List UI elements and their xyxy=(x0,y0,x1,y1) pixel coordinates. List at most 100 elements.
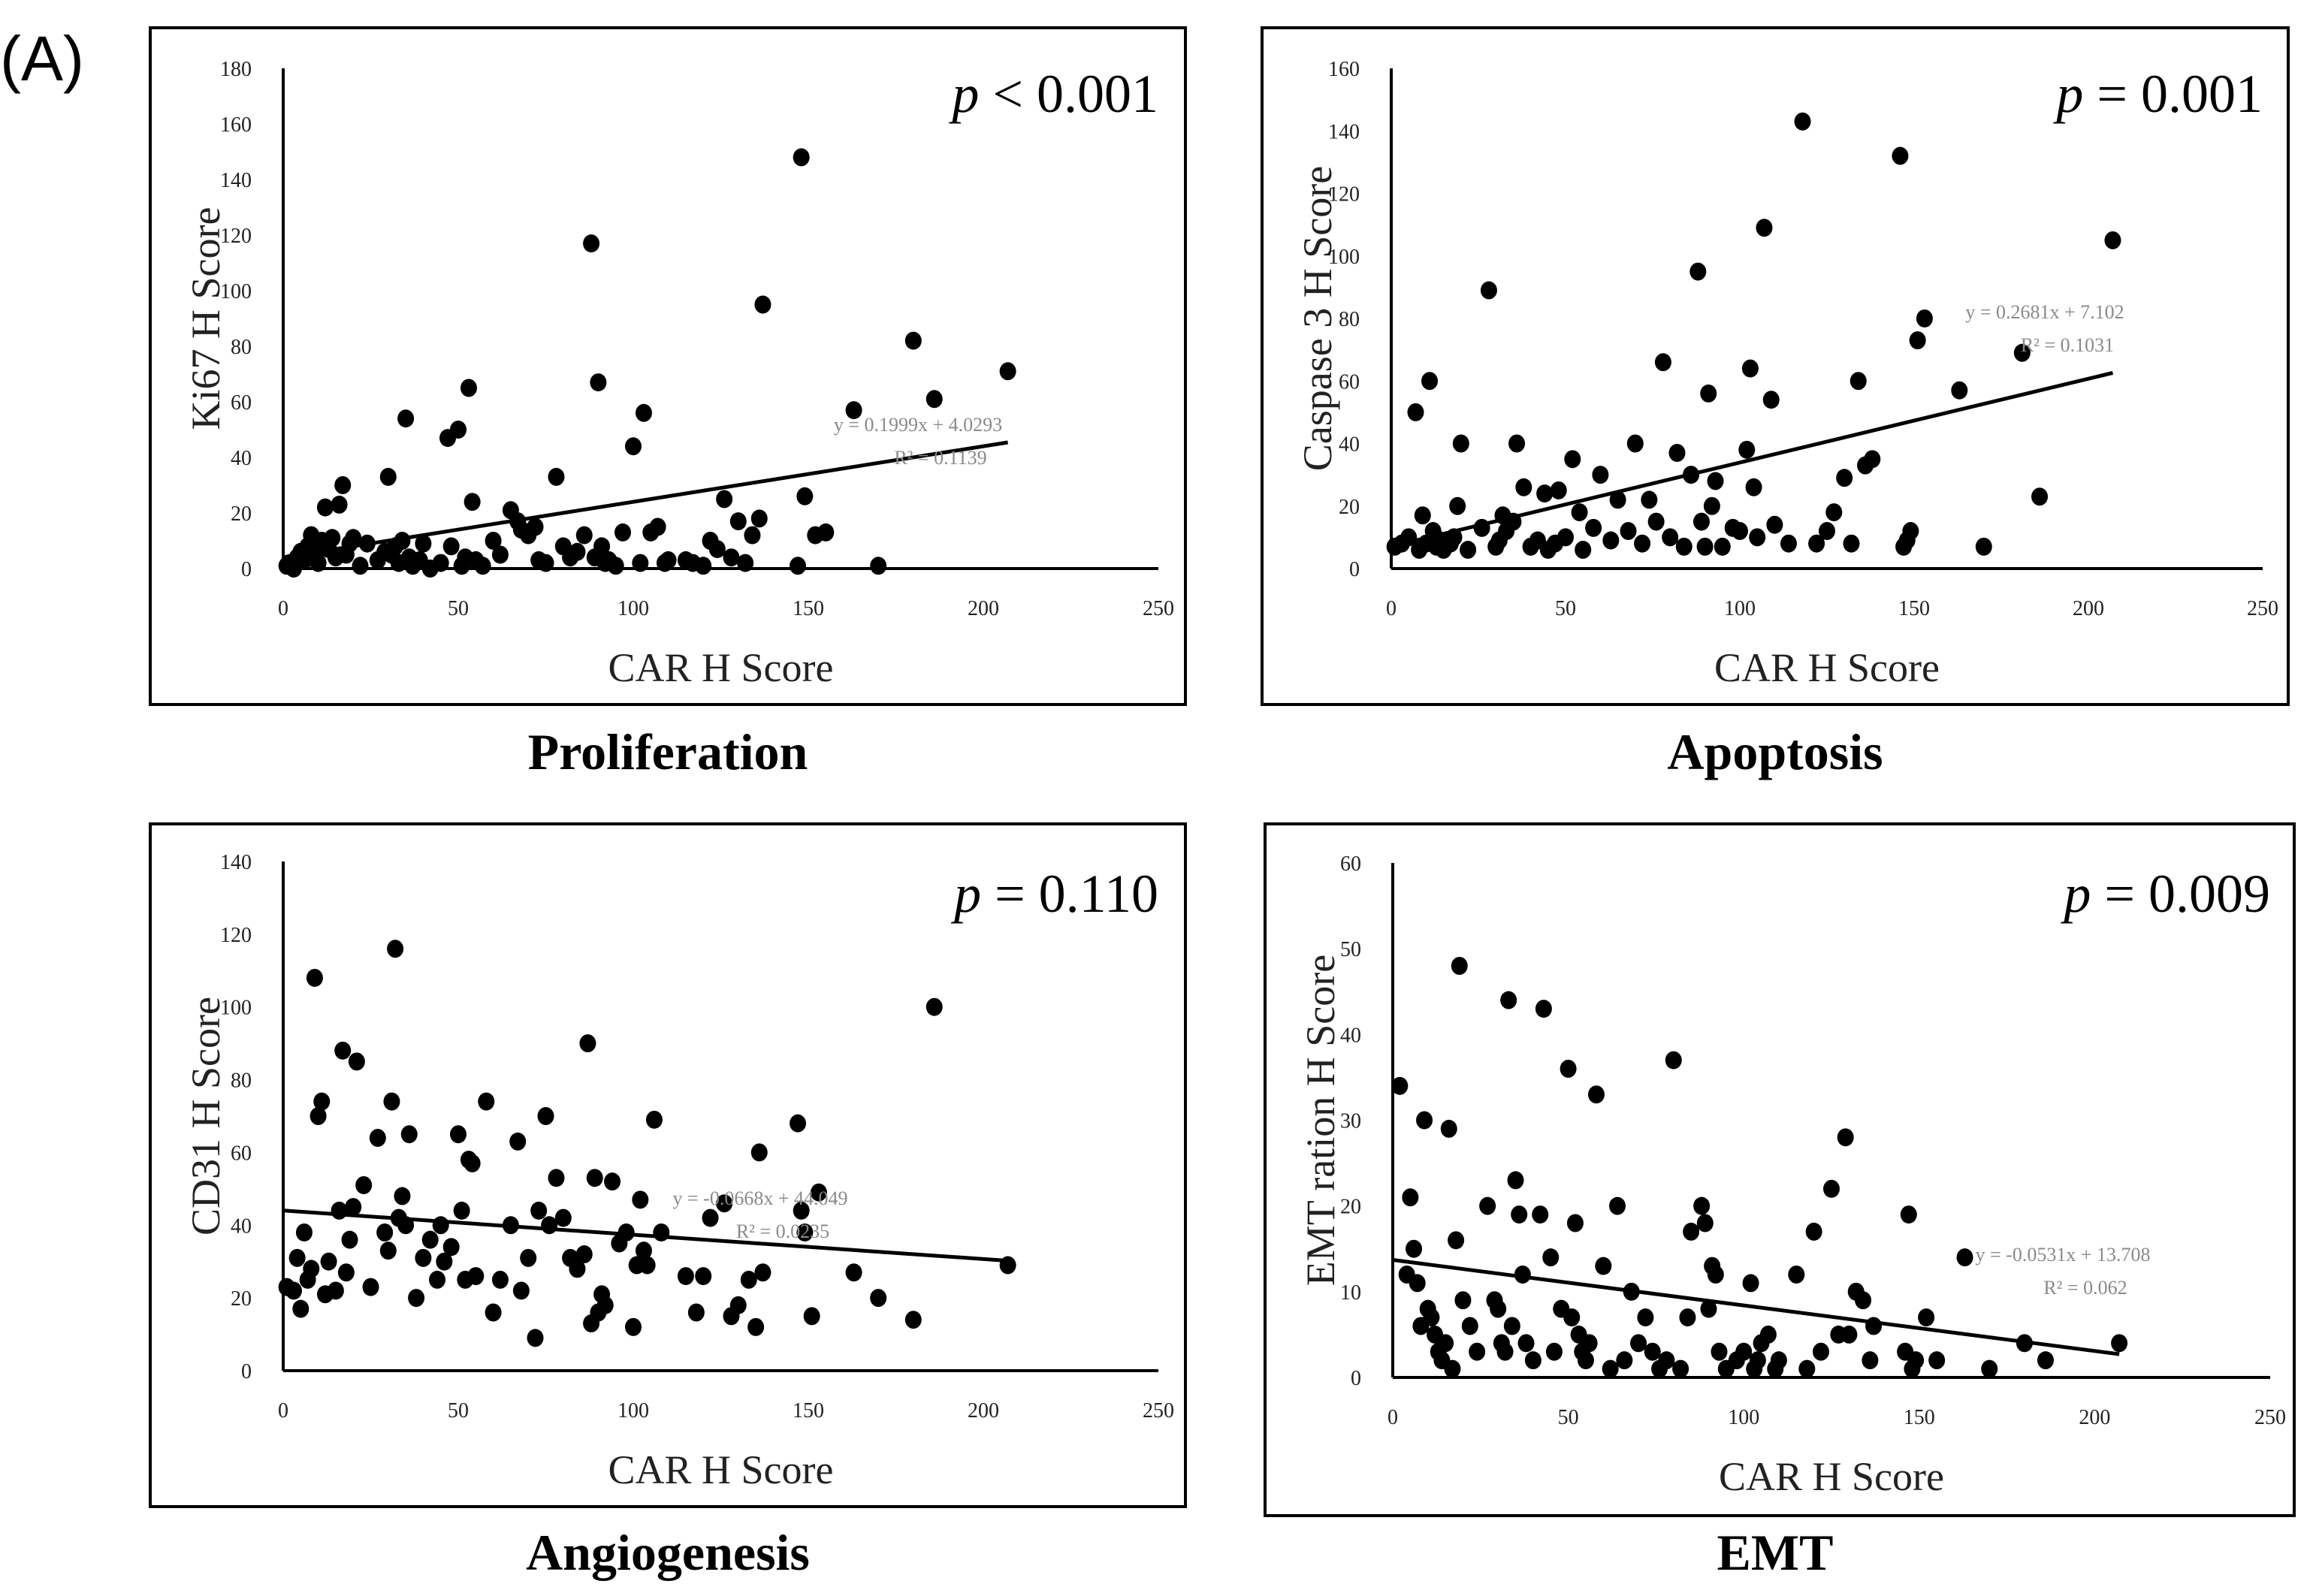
data-point xyxy=(334,1041,352,1060)
data-point xyxy=(292,1299,310,1318)
data-point xyxy=(695,557,712,575)
data-point xyxy=(429,1270,446,1289)
data-point xyxy=(723,548,740,567)
data-point xyxy=(324,529,341,548)
data-point xyxy=(926,997,943,1016)
y-tick-label: 140 xyxy=(220,851,252,874)
y-tick-label: 20 xyxy=(231,502,252,526)
x-tick-label: 100 xyxy=(1724,597,1756,620)
x-axis-title: CAR H Score xyxy=(1719,1454,1944,1499)
data-point xyxy=(527,1329,544,1347)
data-point xyxy=(1741,359,1759,378)
data-point xyxy=(1808,534,1825,553)
data-point xyxy=(1756,219,1773,237)
data-point xyxy=(569,1260,586,1278)
data-point xyxy=(1665,1051,1682,1070)
x-tick-label: 100 xyxy=(618,1399,649,1423)
data-point xyxy=(1749,528,1766,547)
data-point xyxy=(1788,1266,1805,1284)
data-point xyxy=(1440,1119,1457,1138)
data-point xyxy=(1595,1257,1612,1275)
y-tick-label: 20 xyxy=(1339,496,1360,519)
data-point xyxy=(520,1248,537,1267)
data-point xyxy=(1414,506,1431,525)
data-point xyxy=(1780,534,1797,553)
data-point xyxy=(1577,1351,1594,1370)
p-symbol: p xyxy=(2060,864,2091,924)
data-point xyxy=(1907,1351,1925,1370)
data-point xyxy=(1672,1359,1689,1378)
data-point xyxy=(369,1129,386,1148)
data-point xyxy=(1490,1299,1507,1318)
data-point xyxy=(554,1208,572,1227)
data-point xyxy=(1837,1128,1854,1147)
data-point xyxy=(1862,1351,1879,1370)
data-point xyxy=(397,409,415,428)
data-point xyxy=(1602,531,1620,550)
data-point xyxy=(1700,384,1717,403)
data-point xyxy=(1714,537,1731,556)
data-point xyxy=(1749,1351,1766,1370)
data-point xyxy=(1524,1351,1541,1370)
data-point xyxy=(1675,537,1692,556)
data-point xyxy=(1592,466,1609,484)
p-symbol: p xyxy=(950,864,981,924)
x-tick-label: 150 xyxy=(1898,597,1930,620)
p-value-label: p < 0.001 xyxy=(948,64,1158,124)
y-tick-label: 80 xyxy=(1339,308,1360,331)
p-value-text: = 0.001 xyxy=(2083,64,2263,124)
data-point xyxy=(1560,1060,1577,1078)
data-point xyxy=(1703,496,1720,515)
data-point xyxy=(1437,1334,1454,1353)
x-tick-label: 50 xyxy=(448,597,469,620)
data-point xyxy=(348,1052,365,1071)
data-point xyxy=(1916,309,1933,327)
data-point xyxy=(1535,1000,1552,1018)
data-point xyxy=(1609,1196,1626,1215)
chart-box-apoptosis: 0 50 100 150 200 250 0 20 40 60 80 100 120 140 160 CAR … xyxy=(1261,26,2290,706)
trendline xyxy=(282,440,1009,560)
data-point xyxy=(1902,522,1919,541)
y-axis-title: EMT ration H Score xyxy=(1298,955,1343,1286)
data-point xyxy=(345,529,362,548)
data-point xyxy=(1581,1334,1598,1353)
data-point xyxy=(1503,1317,1520,1335)
data-point xyxy=(1900,1205,1917,1224)
x-tick-label: 50 xyxy=(1558,1406,1579,1429)
data-point xyxy=(904,331,922,350)
data-point xyxy=(432,554,449,572)
data-point xyxy=(796,1223,814,1242)
data-point xyxy=(1732,522,1748,541)
data-point xyxy=(1454,1291,1472,1310)
data-point xyxy=(345,1198,362,1217)
data-point xyxy=(586,1169,603,1187)
data-point xyxy=(285,1281,302,1300)
data-point xyxy=(1762,391,1780,409)
y-tick-label: 80 xyxy=(231,336,252,359)
x-tick-label: 50 xyxy=(1555,597,1576,620)
y-tick-label: 20 xyxy=(1340,1196,1361,1219)
data-point xyxy=(1928,1351,1946,1370)
data-point xyxy=(737,554,754,572)
chart-angiogenesis: 0 50 100 150 200 250 0 20 40 60 80 100 120 140 CAR H S… xyxy=(183,851,1174,1492)
data-point xyxy=(1585,518,1602,537)
data-point xyxy=(635,403,652,422)
data-point xyxy=(754,1263,772,1282)
data-point xyxy=(1630,1334,1647,1353)
data-point xyxy=(1711,1342,1728,1361)
data-point xyxy=(1662,528,1679,547)
data-point xyxy=(376,1223,394,1242)
trendline xyxy=(282,1208,1008,1263)
y-tick-label: 0 xyxy=(241,558,252,581)
data-point xyxy=(1683,1222,1700,1241)
data-point xyxy=(1637,1308,1654,1327)
data-point xyxy=(1819,522,1835,541)
x-tick-label: 250 xyxy=(1143,1399,1174,1423)
data-point xyxy=(1542,1248,1560,1267)
data-point xyxy=(583,234,600,253)
data-point xyxy=(1515,478,1532,496)
data-point xyxy=(750,1143,768,1162)
data-point xyxy=(1843,534,1860,553)
caption-emt: EMT xyxy=(1717,1524,1834,1581)
data-point xyxy=(625,437,642,456)
